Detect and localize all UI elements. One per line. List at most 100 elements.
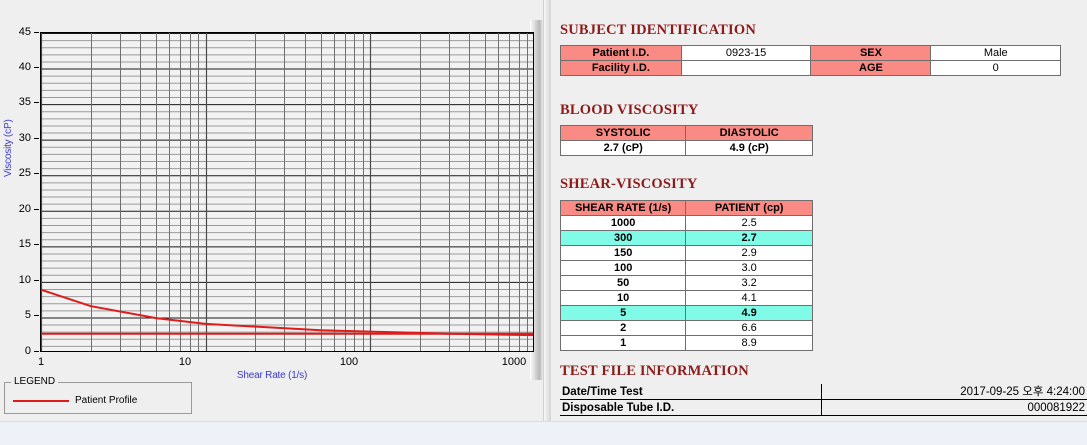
shear-rate-value: 150	[559, 245, 687, 261]
y-tick-label: 45	[18, 26, 31, 38]
age-label: AGE	[810, 60, 932, 76]
legend-box: LEGEND Patient Profile	[4, 376, 192, 414]
y-tick-label: 35	[18, 96, 31, 108]
patient-id-label: Patient I.D.	[560, 45, 682, 61]
table-row: Patient I.D. 0923-15 SEX Male	[560, 45, 1061, 61]
y-tick-label: 15	[18, 238, 31, 250]
patient-value: 4.9	[685, 305, 813, 321]
patient-value: 2.5	[685, 215, 813, 231]
y-tick-mark	[34, 315, 39, 316]
shear-viscosity-table: SHEAR RATE (1/s) PATIENT (cp) 1000 2.5 3…	[559, 200, 813, 351]
table-row: 50 3.2	[559, 275, 813, 291]
y-tick-mark	[34, 102, 39, 103]
shear-rate-value: 2	[559, 320, 687, 336]
patient-value: 3.0	[685, 260, 813, 276]
shear-rate-value: 300	[559, 230, 687, 246]
table-row: 100 3.0	[559, 260, 813, 276]
major-v-gridlines	[41, 33, 372, 351]
patient-value: 8.9	[685, 335, 813, 351]
y-tick-label: 5	[24, 309, 31, 321]
viscosity-chart: 45 40 35 30 25 20 15 10 5 0 Viscosity (c…	[3, 22, 537, 381]
facility-id-label: Facility I.D.	[560, 60, 682, 76]
shear-rate-header: SHEAR RATE (1/s)	[559, 200, 687, 216]
table-row: SYSTOLIC DIASTOLIC	[559, 125, 813, 141]
patient-id-value[interactable]: 0923-15	[680, 45, 812, 61]
table-row: 5 4.9	[559, 305, 813, 321]
test-file-information-heading: TEST FILE INFORMATION	[560, 363, 749, 379]
report-panel: SUBJECT IDENTIFICATION Patient I.D. 0923…	[551, 0, 1087, 421]
report-window: 45 40 35 30 25 20 15 10 5 0 Viscosity (c…	[0, 0, 1087, 422]
major-gridlines	[41, 33, 533, 319]
table-row: 300 2.7	[559, 230, 813, 246]
subject-identification-table: Patient I.D. 0923-15 SEX Male Facility I…	[560, 45, 1061, 76]
legend-item: Patient Profile	[13, 395, 137, 406]
systolic-value: 2.7 (cP)	[559, 140, 687, 156]
plot-area	[40, 32, 534, 352]
table-row: 150 2.9	[559, 245, 813, 261]
x-tick-label: 100	[339, 356, 359, 368]
table-row: Date/Time Test 2017-09-25 오후 4:24:00	[560, 384, 1087, 400]
date-time-test-value: 2017-09-25 오후 4:24:00	[820, 384, 1087, 400]
patient-value: 3.2	[685, 275, 813, 291]
patient-value: 4.1	[685, 290, 813, 306]
shear-rate-value: 1	[559, 335, 687, 351]
y-axis-label: Viscosity (cP)	[3, 119, 14, 177]
age-value[interactable]: 0	[930, 60, 1061, 76]
x-axis-label: Shear Rate (1/s)	[236, 370, 308, 381]
shear-rate-value: 1000	[559, 215, 687, 231]
y-tick-label: 20	[18, 203, 31, 215]
y-tick-mark	[34, 173, 39, 174]
y-tick-label: 25	[18, 167, 31, 179]
chart-panel: 45 40 35 30 25 20 15 10 5 0 Viscosity (c…	[0, 0, 547, 421]
table-row: 10 4.1	[559, 290, 813, 306]
patient-value: 2.9	[685, 245, 813, 261]
diastolic-header: DIASTOLIC	[685, 125, 813, 141]
y-tick-label: 0	[24, 345, 31, 357]
minor-gridlines	[41, 40, 533, 347]
shear-rate-value: 10	[559, 290, 687, 306]
x-tick-label: 1	[37, 356, 45, 368]
systolic-header: SYSTOLIC	[559, 125, 687, 141]
y-tick-label: 10	[18, 274, 31, 286]
patient-value: 2.7	[685, 230, 813, 246]
table-row: Facility I.D. AGE 0	[560, 60, 1061, 76]
shear-viscosity-heading: SHEAR-VISCOSITY	[560, 176, 698, 192]
subject-identification-heading: SUBJECT IDENTIFICATION	[560, 22, 757, 38]
legend-color-swatch	[13, 399, 69, 402]
panel-splitter[interactable]	[543, 0, 552, 421]
y-tick-mark	[34, 209, 39, 210]
facility-id-value[interactable]	[680, 60, 812, 76]
minor-v-gridlines	[91, 33, 528, 351]
y-tick-mark	[34, 138, 39, 139]
test-file-information-table: Date/Time Test 2017-09-25 오후 4:24:00 Dis…	[560, 384, 1087, 416]
y-tick-mark	[34, 351, 39, 352]
y-tick-label: 30	[18, 132, 31, 144]
x-tick-label: 1000	[501, 356, 527, 368]
legend-title: LEGEND	[11, 376, 59, 387]
shear-rate-value: 50	[559, 275, 687, 291]
date-time-test-label: Date/Time Test	[560, 384, 822, 400]
plot-svg	[41, 33, 533, 351]
patient-value: 6.6	[685, 320, 813, 336]
sex-value[interactable]: Male	[930, 45, 1061, 61]
disposable-tube-id-label: Disposable Tube I.D.	[560, 399, 822, 416]
x-tick-label: 10	[178, 356, 192, 368]
disposable-tube-id-value: 000081922	[820, 399, 1087, 416]
table-header-row: SHEAR RATE (1/s) PATIENT (cp)	[559, 200, 813, 216]
legend-item-label: Patient Profile	[75, 395, 138, 406]
table-row: 2 6.6	[559, 320, 813, 336]
shear-rate-value: 100	[559, 260, 687, 276]
y-tick-mark	[34, 244, 39, 245]
table-row: Disposable Tube I.D. 000081922	[560, 399, 1087, 416]
table-row: 2.7 (cP) 4.9 (cP)	[559, 140, 813, 156]
y-tick-mark	[34, 32, 39, 33]
y-tick-mark	[34, 280, 39, 281]
y-tick-label: 40	[18, 61, 31, 73]
table-row: 1 8.9	[559, 335, 813, 351]
shear-rate-value: 5	[559, 305, 687, 321]
y-tick-mark	[34, 67, 39, 68]
blood-viscosity-table: SYSTOLIC DIASTOLIC 2.7 (cP) 4.9 (cP)	[559, 125, 813, 156]
patient-header: PATIENT (cp)	[685, 200, 813, 216]
diastolic-value: 4.9 (cP)	[685, 140, 813, 156]
table-row: 1000 2.5	[559, 215, 813, 231]
